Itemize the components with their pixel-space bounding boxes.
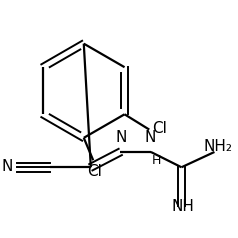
Text: Cl: Cl xyxy=(152,121,167,136)
Text: N: N xyxy=(144,130,155,145)
Text: Cl: Cl xyxy=(87,164,102,179)
Text: N: N xyxy=(116,130,127,145)
Text: H: H xyxy=(152,154,161,167)
Text: NH: NH xyxy=(171,199,194,214)
Text: NH₂: NH₂ xyxy=(203,139,233,154)
Text: N: N xyxy=(2,159,13,174)
